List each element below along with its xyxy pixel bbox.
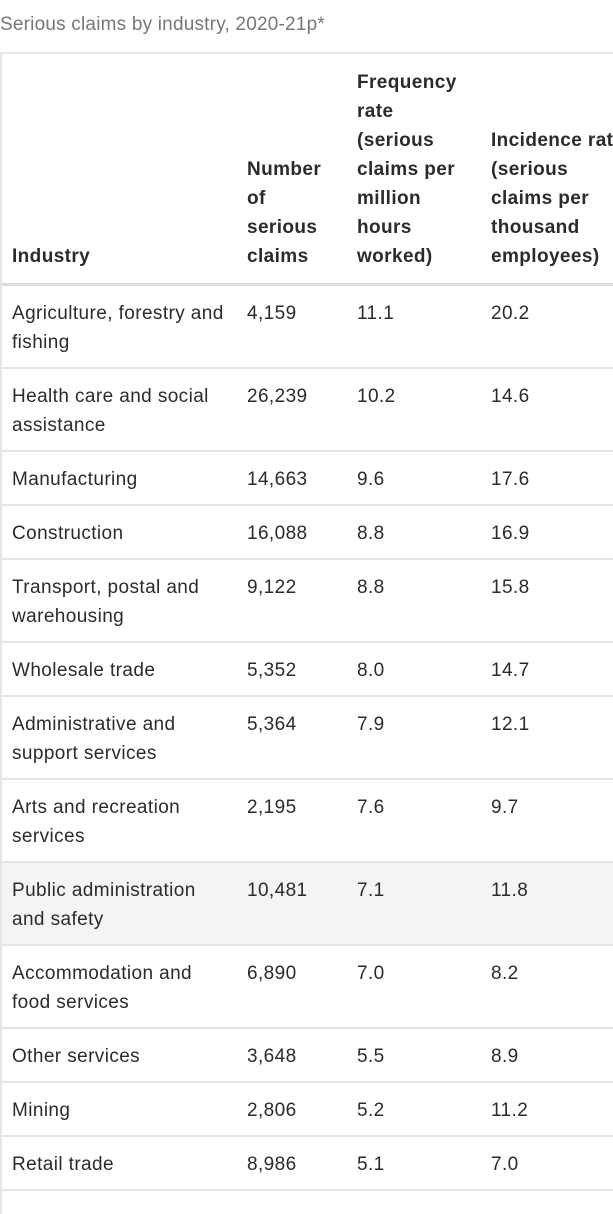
cell-incidence-rate: 8.2 (481, 945, 613, 1029)
cell-frequency-rate: 7.1 (347, 862, 481, 946)
cell-industry: Public administration and safety (2, 862, 237, 946)
cell-frequency-rate: 5.2 (347, 1082, 481, 1137)
cell-industry: Construction (2, 505, 237, 560)
cell-number-of-claims: 26,239 (237, 368, 347, 452)
table-header-row: Industry Number of serious claims Freque… (2, 54, 613, 286)
cell-number-of-claims: 16,088 (237, 505, 347, 560)
cell-incidence-rate: 7.0 (481, 1136, 613, 1191)
table-row: Other services 3,648 5.5 8.9 (2, 1028, 613, 1083)
cell-incidence-rate: 17.6 (481, 451, 613, 506)
cell-number-of-claims: 4,159 (237, 284, 347, 369)
cell-frequency-rate: 7.9 (347, 696, 481, 780)
cell-industry: Wholesale trade (2, 642, 237, 697)
cell-number-of-claims: 5,352 (237, 642, 347, 697)
cell-frequency-rate: 8.0 (347, 642, 481, 697)
cell-incidence-rate: 11.2 (481, 1082, 613, 1137)
claims-table-container: Industry Number of serious claims Freque… (0, 52, 613, 1214)
table-row: Construction 16,088 8.8 16.9 (2, 505, 613, 560)
cell-number-of-claims: 2,195 (237, 779, 347, 863)
cell-industry: Agriculture, forestry and fishing (2, 284, 237, 369)
table-row: Transport, postal and warehousing 9,122 8.… (2, 559, 613, 643)
table-row: Mining 2,806 5.2 11.2 (2, 1082, 613, 1137)
cell-industry: Mining (2, 1082, 237, 1137)
cell-frequency-rate: 7.0 (347, 945, 481, 1029)
cell-number-of-claims: 6,890 (237, 945, 347, 1029)
cell-industry: Other services (2, 1028, 237, 1083)
table-row: Manufacturing 14,663 9.6 17.6 (2, 451, 613, 506)
cell-number-of-claims: 14,663 (237, 451, 347, 506)
cell-industry: Accommodation and food services (2, 945, 237, 1029)
table-row: Public administration and safety 10,481 7.… (2, 862, 613, 946)
cell-industry: Administrative and support services (2, 696, 237, 780)
cell-frequency-rate: 8.8 (347, 505, 481, 560)
cell-frequency-rate: 11.1 (347, 284, 481, 369)
cell-industry: Arts and recreation services (2, 779, 237, 863)
column-header-frequency-rate: Frequency rate (serious claims per milli… (347, 54, 481, 286)
cell-industry: Retail trade (2, 1136, 237, 1191)
table-body: Agriculture, forestry and fishing 4,159 11… (2, 284, 613, 1191)
table-row: Accommodation and food services 6,890 7.0 8… (2, 945, 613, 1029)
cell-incidence-rate: 20.2 (481, 284, 613, 369)
table-row: Wholesale trade 5,352 8.0 14.7 (2, 642, 613, 697)
cell-incidence-rate: 16.9 (481, 505, 613, 560)
cell-frequency-rate: 7.6 (347, 779, 481, 863)
cell-incidence-rate: 11.8 (481, 862, 613, 946)
table-row: Health care and social assistance 26,239 1… (2, 368, 613, 452)
cell-frequency-rate: 5.1 (347, 1136, 481, 1191)
cell-frequency-rate: 9.6 (347, 451, 481, 506)
cell-frequency-rate: 8.8 (347, 559, 481, 643)
cell-incidence-rate: 14.7 (481, 642, 613, 697)
cell-number-of-claims: 10,481 (237, 862, 347, 946)
table-row: Agriculture, forestry and fishing 4,159 11… (2, 284, 613, 369)
cell-number-of-claims: 9,122 (237, 559, 347, 643)
cell-incidence-rate: 9.7 (481, 779, 613, 863)
cell-number-of-claims: 3,648 (237, 1028, 347, 1083)
table-row: Retail trade 8,986 5.1 7.0 (2, 1136, 613, 1191)
cell-number-of-claims: 2,806 (237, 1082, 347, 1137)
column-header-number-of-claims: Number of serious claims (237, 54, 347, 286)
cell-incidence-rate: 15.8 (481, 559, 613, 643)
table-row: Arts and recreation services 2,195 7.6 9.7 (2, 779, 613, 863)
cell-incidence-rate: 14.6 (481, 368, 613, 452)
cell-incidence-rate: 12.1 (481, 696, 613, 780)
cell-number-of-claims: 8,986 (237, 1136, 347, 1191)
cell-frequency-rate: 10.2 (347, 368, 481, 452)
cell-industry: Transport, postal and warehousing (2, 559, 237, 643)
cell-industry: Health care and social assistance (2, 368, 237, 452)
cell-industry: Manufacturing (2, 451, 237, 506)
cell-incidence-rate: 8.9 (481, 1028, 613, 1083)
table-row: Administrative and support services 5,364… (2, 696, 613, 780)
column-header-industry: Industry (2, 54, 237, 286)
serious-claims-table: Industry Number of serious claims Freque… (2, 54, 613, 1191)
cell-number-of-claims: 5,364 (237, 696, 347, 780)
column-header-incidence-rate: Incidence rate (serious claims per thous… (481, 54, 613, 286)
cell-frequency-rate: 5.5 (347, 1028, 481, 1083)
table-caption: Serious claims by industry, 2020-21p* (0, 14, 325, 35)
